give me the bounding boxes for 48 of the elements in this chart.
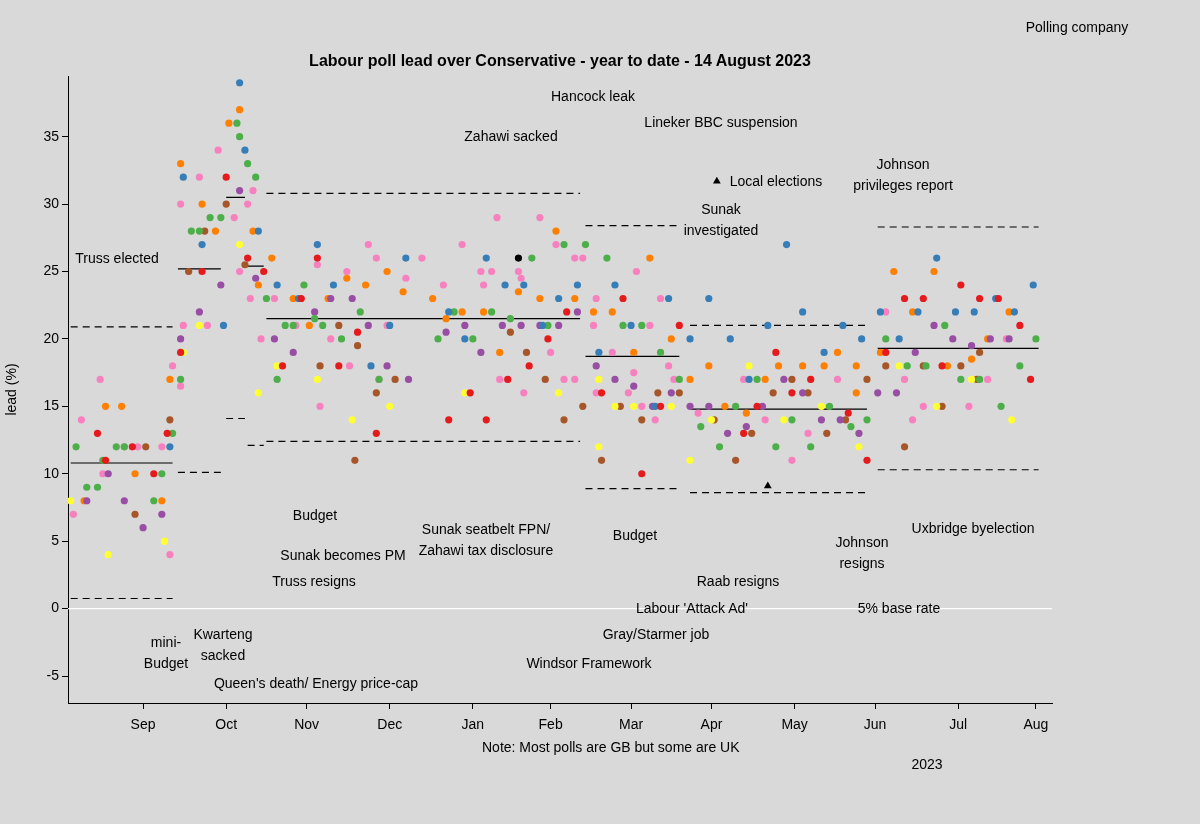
y-tick-label: 15 (43, 397, 60, 414)
annotation: Labour 'Attack Ad' (636, 599, 748, 616)
x-tick-label: Jun (863, 716, 887, 733)
annotation: Truss elected (75, 249, 159, 266)
annotation: Sunak seatbelt FPN/ Zahawi tax disclosure (418, 520, 554, 558)
chart-title: Labour poll lead over Conservative - year to date - 14 August 2023 (309, 52, 811, 70)
annotation: Kwarteng sacked (193, 625, 253, 663)
annotation: Uxbridge byelection (911, 519, 1035, 536)
x-tick-label: Jul (949, 716, 968, 733)
annotation: Raab resigns (696, 572, 780, 589)
x-tick-label: Aug (1023, 716, 1049, 733)
annotation: Budget (292, 506, 338, 523)
annotation: Queen's death/ Energy price-cap (213, 674, 419, 691)
x-tick-label: Jan (461, 716, 485, 733)
x-tick-label: May (781, 716, 808, 733)
text: Note: Most polls are GB but some are UK (482, 738, 741, 755)
annotation: Sunak becomes PM (280, 546, 406, 563)
annotation: Johnson privileges report (853, 155, 953, 193)
x-tick-label: Dec (377, 716, 403, 733)
y-tick-label: 35 (43, 127, 60, 144)
y-tick-label: 10 (43, 464, 60, 481)
annotation: Sunak investigated (683, 200, 759, 238)
annotation: Gray/Starmer job (602, 625, 710, 642)
x-tick-label: Feb (538, 716, 563, 733)
y-tick-label: -5 (46, 666, 60, 683)
annotation: Budget (612, 526, 658, 543)
annotation: Windsor Framework (526, 654, 653, 671)
annotation: Zahawi sacked (464, 127, 558, 144)
x-tick-label: Mar (618, 716, 644, 733)
y-axis-title: lead (%) (2, 363, 19, 416)
y-tick-label: 25 (43, 262, 60, 279)
annotation: mini- Budget (143, 633, 189, 671)
y-tick-label: 30 (43, 194, 60, 211)
y-tick-label: 0 (51, 599, 60, 616)
x-tick-label: Sep (130, 716, 156, 733)
annotation: Truss resigns (272, 572, 356, 589)
x-tick-label: Apr (700, 716, 723, 733)
text: Polling company (1025, 18, 1129, 35)
x-tick-label: Oct (215, 716, 238, 733)
x-axis-title: 2023 (911, 755, 943, 772)
x-tick-label: Nov (294, 716, 320, 733)
annotation: Lineker BBC suspension (644, 113, 798, 130)
y-tick-label: 5 (51, 532, 60, 549)
annotation: Hancock leak (550, 87, 637, 104)
annotation: 5% base rate (857, 599, 941, 616)
annotation: Johnson resigns (835, 533, 889, 571)
y-tick-label: 20 (43, 329, 60, 346)
annotation: Local elections (729, 172, 823, 189)
